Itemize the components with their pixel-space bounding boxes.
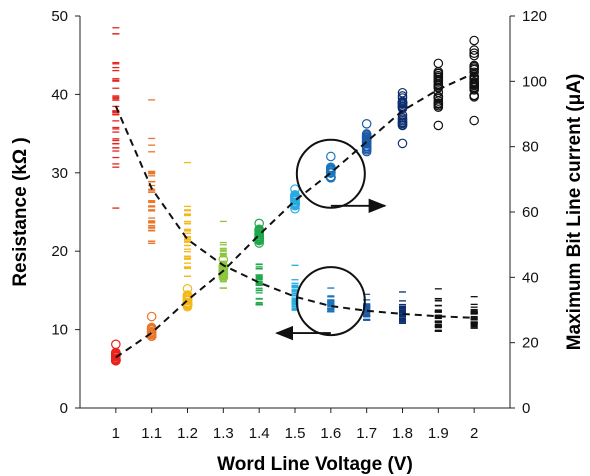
x-tick-label: 1.8 xyxy=(392,425,413,442)
current-point xyxy=(290,197,300,208)
annotation-layer xyxy=(275,138,387,341)
current-point xyxy=(254,229,264,240)
x-tick-label: 1.4 xyxy=(249,425,270,442)
y-left-tick-label: 0 xyxy=(60,400,68,417)
current-point xyxy=(433,120,444,131)
current-point xyxy=(218,263,229,273)
x-tick-label: 1.1 xyxy=(141,425,162,442)
current-point xyxy=(433,102,444,113)
y-axis-right-title: Maximum Bit Line current (μA) xyxy=(564,74,585,351)
current-point xyxy=(433,91,444,102)
current-point xyxy=(326,162,336,173)
current-highlight-circle xyxy=(295,138,366,209)
y-right-tick-label: 120 xyxy=(522,8,547,25)
x-tick-label: 1 xyxy=(112,425,120,442)
x-tick-label: 1.5 xyxy=(285,425,306,442)
y-right-tick-label: 80 xyxy=(522,139,539,156)
x-tick-label: 1.6 xyxy=(320,425,341,442)
current-point xyxy=(433,98,444,108)
x-tick-label: 1.7 xyxy=(356,425,377,442)
current-point xyxy=(397,91,408,101)
current-point xyxy=(469,48,479,58)
x-tick-label: 1.2 xyxy=(177,425,198,442)
current-point xyxy=(469,67,479,78)
current-point xyxy=(146,311,157,322)
current-point xyxy=(469,78,479,88)
current-point xyxy=(146,326,157,337)
current-trend-line xyxy=(115,72,475,359)
current-point xyxy=(326,165,336,176)
current-point xyxy=(469,63,479,73)
y-right-tick-label: 100 xyxy=(522,73,547,90)
current-point xyxy=(397,117,408,128)
y-left-tick-label: 50 xyxy=(51,8,68,25)
current-point xyxy=(326,172,336,183)
axis-layer: 0 10 20 30 40 50 0 20 40 60 80 100 120 1 1.1 1.2 1.3 1.4 1… xyxy=(51,8,547,442)
current-point xyxy=(397,120,408,130)
y-left-tick-label: 30 xyxy=(51,165,68,182)
y-axis-left-title: Resistance (kΩ ) xyxy=(10,137,31,286)
y-right-tick-label: 40 xyxy=(522,269,539,286)
current-point xyxy=(397,138,408,149)
x-tick-label: 2 xyxy=(470,425,478,442)
resistance-highlight-circle xyxy=(295,266,366,337)
y-right-tick-label: 0 xyxy=(522,400,530,417)
current-point xyxy=(433,58,444,69)
current-point xyxy=(361,119,372,129)
series-layer xyxy=(111,27,479,366)
current-point xyxy=(326,151,336,162)
current-point xyxy=(182,295,193,306)
current-point xyxy=(469,72,479,82)
current-point xyxy=(361,130,372,141)
current-point xyxy=(433,87,444,98)
current-point xyxy=(111,354,121,365)
y-right-tick-label: 20 xyxy=(522,335,539,352)
x-axis-title: Word Line Voltage (V) xyxy=(217,454,413,475)
current-point xyxy=(469,50,479,61)
current-point xyxy=(433,77,444,87)
current-point xyxy=(397,103,408,114)
y-right-tick-label: 60 xyxy=(522,204,539,221)
x-tick-label: 1.3 xyxy=(213,425,234,442)
current-point xyxy=(469,60,479,71)
y-left-tick-label: 20 xyxy=(51,243,68,260)
current-point xyxy=(397,112,408,123)
current-point xyxy=(433,74,444,85)
current-point xyxy=(111,339,121,350)
current-point xyxy=(469,74,479,85)
y-left-tick-label: 10 xyxy=(51,322,68,339)
current-point xyxy=(361,137,372,148)
current-point xyxy=(469,115,479,126)
x-tick-label: 1.9 xyxy=(428,425,449,442)
current-point xyxy=(397,98,408,108)
current-point xyxy=(469,35,479,46)
current-point xyxy=(254,232,264,243)
current-point xyxy=(469,45,479,55)
current-point xyxy=(290,190,300,201)
y-left-tick-label: 40 xyxy=(51,86,68,103)
current-point xyxy=(433,66,444,77)
